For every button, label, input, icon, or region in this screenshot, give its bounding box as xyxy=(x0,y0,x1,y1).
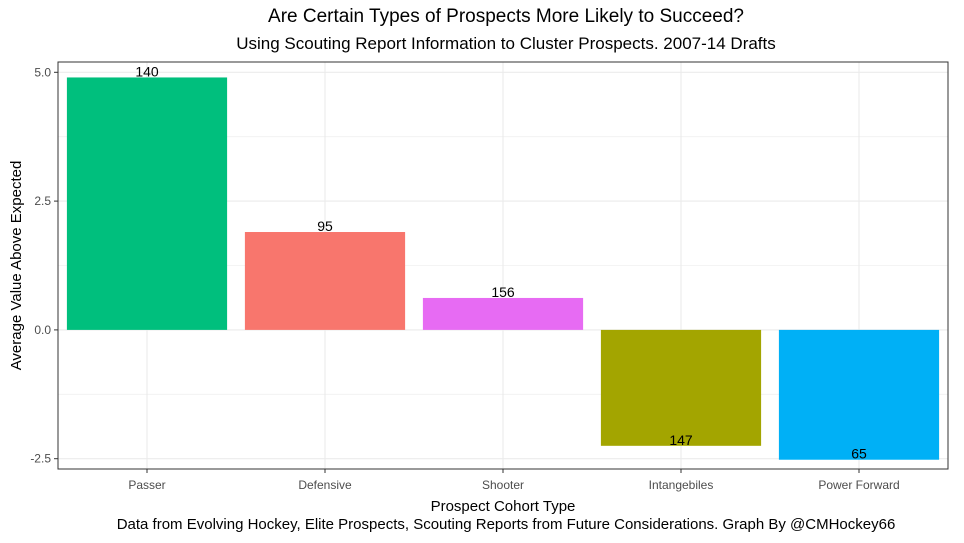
y-tick-label: 5.0 xyxy=(34,65,51,79)
x-tick-label: Defensive xyxy=(298,478,352,492)
x-tick-label: Power Forward xyxy=(818,478,899,492)
bar-passer xyxy=(66,77,228,330)
y-tick-label: 2.5 xyxy=(34,194,51,208)
y-axis-title: Average Value Above Expected xyxy=(8,161,25,371)
bar-count-label: 140 xyxy=(135,63,159,79)
bar-count-label: 156 xyxy=(491,284,515,300)
bar-count-label: 147 xyxy=(669,432,693,448)
x-tick-label: Shooter xyxy=(482,478,524,492)
bar-power-forward xyxy=(778,329,940,460)
x-tick-label: Intangebiles xyxy=(649,478,714,492)
chart-caption: Data from Evolving Hockey, Elite Prospec… xyxy=(116,516,896,533)
bar-intangebiles xyxy=(600,329,762,446)
bar-count-label: 65 xyxy=(851,446,867,462)
bar-defensive xyxy=(244,232,406,330)
bar-count-label: 95 xyxy=(317,218,333,234)
x-tick-label: Passer xyxy=(128,478,165,492)
y-tick-label: 0.0 xyxy=(34,323,51,337)
bar-shooter xyxy=(422,297,584,330)
chart-subtitle: Using Scouting Report Information to Clu… xyxy=(236,34,776,53)
x-axis-title: Prospect Cohort Type xyxy=(431,498,576,515)
chart-title: Are Certain Types of Prospects More Like… xyxy=(268,6,744,27)
y-tick-label: -2.5 xyxy=(30,452,51,466)
